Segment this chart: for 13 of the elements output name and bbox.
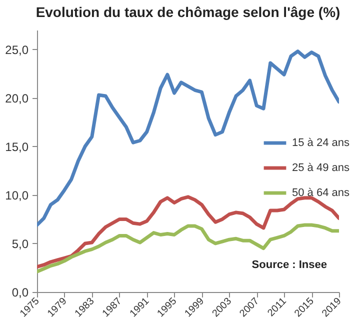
legend-label: 15 à 24 ans — [292, 137, 350, 149]
annotation: Source : Insee — [252, 259, 327, 271]
y-tick-label: 20,0 — [5, 91, 29, 106]
line-series — [37, 195, 339, 269]
y-tick-label: 0,0 — [12, 286, 29, 300]
y-tick-label: 15,0 — [5, 140, 29, 154]
line-series — [37, 223, 339, 274]
y-tick-label: 10,0 — [5, 188, 29, 202]
y-tick-label: 5,0 — [12, 236, 29, 251]
chart-title: Evolution du taux de chômage selon l'âge (%) — [36, 4, 340, 20]
legend-label: 50 à 64 ans — [292, 187, 350, 199]
y-tick-label: 25,0 — [5, 42, 29, 57]
legend-label: 25 à 49 ans — [292, 162, 350, 174]
